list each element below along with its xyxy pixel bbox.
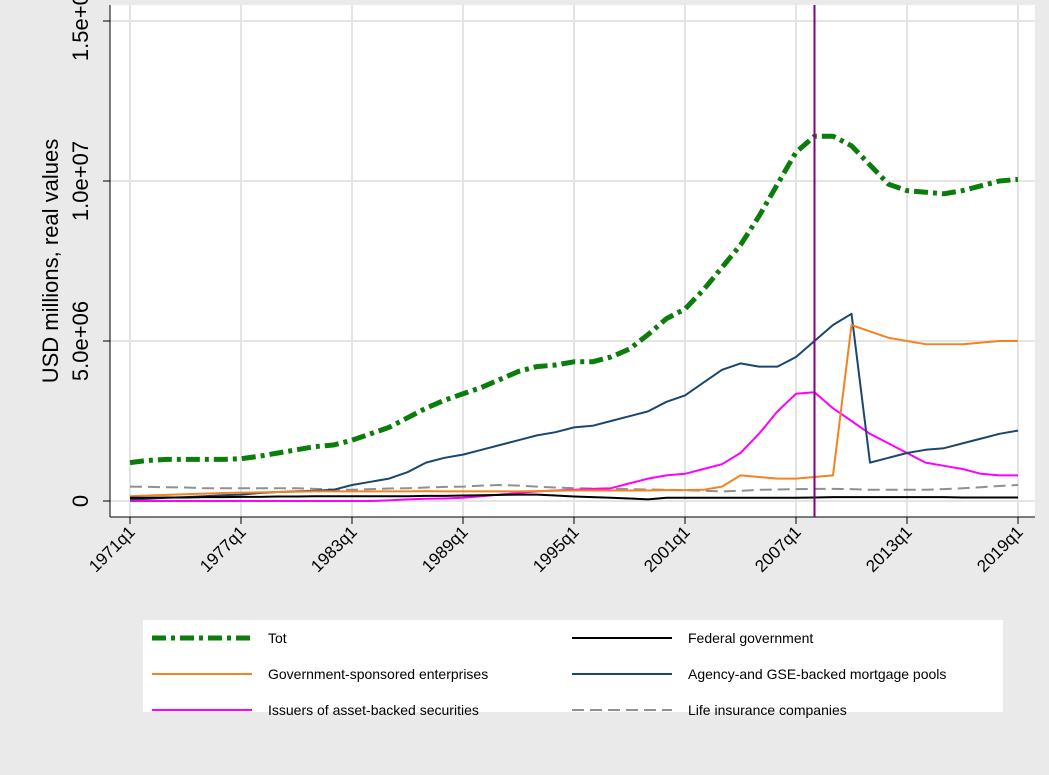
legend-label: Agency-and GSE-backed mortgage pools [688,666,946,682]
legend-label: Federal government [688,630,813,646]
series-line [130,493,1018,501]
legend [143,620,1003,712]
legend-label: Life insurance companies [688,702,847,718]
series-line [129,484,1019,493]
y-tick-label: 1.5e+07 [68,0,93,61]
legend-label: Tot [268,630,287,646]
y-axis-title: USD millions, real values [38,139,63,384]
y-tick-label: 5.0e+06 [68,301,93,381]
series-line [129,133,1019,466]
y-tick-label: 1.0e+07 [68,141,93,221]
legend-label: Government-sponsored enterprises [268,666,488,682]
plot-area [110,5,1035,517]
series-line [129,324,1018,498]
legend-label: Issuers of asset-backed securities [268,702,479,718]
y-tick-label: 0 [68,495,93,507]
